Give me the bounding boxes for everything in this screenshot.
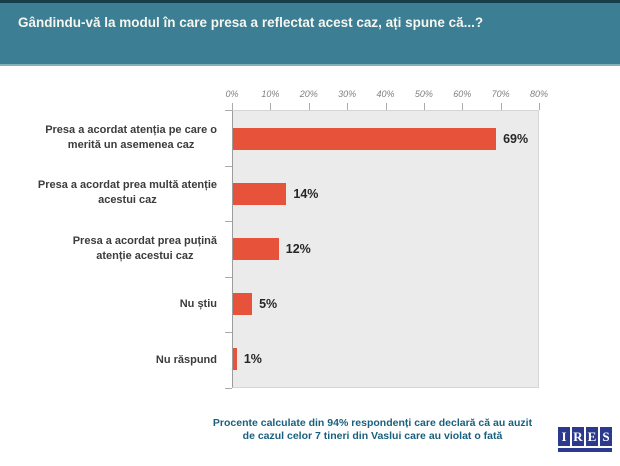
category-label-row: Presa a acordat prea puțină atenție aces… xyxy=(28,221,225,277)
footnote: Procente calculate din 94% respondenți c… xyxy=(212,417,533,442)
bar-value-label: 12% xyxy=(285,241,311,256)
x-tick-label: 60% xyxy=(453,89,472,99)
x-tick-label: 0% xyxy=(225,89,239,99)
y-axis-tick-marks xyxy=(225,110,232,389)
category-label: Presa a acordat prea puțină atenție aces… xyxy=(72,234,217,262)
bar-row: 69% xyxy=(233,111,538,166)
bar-row: 5% xyxy=(233,277,538,332)
ires-logo-letter: I xyxy=(558,427,570,446)
y-tick-mark xyxy=(225,276,232,278)
x-tick-mark xyxy=(500,103,502,110)
category-label: Presa a acordat atenția pe care o merită… xyxy=(45,123,217,151)
category-label: Nu știu xyxy=(179,298,217,311)
y-tick-mark xyxy=(225,165,232,167)
ires-logo-letter: E xyxy=(586,427,598,446)
bar xyxy=(233,237,279,260)
y-tick-mark xyxy=(225,388,232,389)
y-tick-mark xyxy=(225,221,232,223)
x-tick-mark xyxy=(308,103,310,110)
category-label-row: Nu răspund xyxy=(28,332,225,388)
x-tick-label: 10% xyxy=(261,89,280,99)
x-tick-label: 80% xyxy=(529,89,549,99)
bar-row: 12% xyxy=(233,221,538,276)
category-labels: Presa a acordat atenția pe care o merită… xyxy=(28,110,225,388)
x-tick-label: 30% xyxy=(338,89,357,99)
ires-logo-letter: S xyxy=(600,427,612,446)
y-tick-mark xyxy=(225,332,232,334)
bar xyxy=(233,182,287,205)
bar-value-label: 69% xyxy=(503,131,529,146)
page-title: Gândindu-vă la modul în care presa a ref… xyxy=(18,15,484,30)
category-label-row: Nu știu xyxy=(28,277,225,333)
ires-logo-tagline-strip xyxy=(558,448,612,452)
bar-value-label: 14% xyxy=(293,186,319,201)
bar xyxy=(233,127,497,150)
x-tick-mark xyxy=(385,103,387,110)
x-tick-mark xyxy=(347,103,349,110)
bar xyxy=(233,348,237,371)
x-axis-tick-marks xyxy=(232,103,540,110)
y-tick-mark xyxy=(225,110,232,111)
x-tick-mark xyxy=(539,103,540,110)
x-tick-label: 50% xyxy=(414,89,433,99)
bar-value-label: 5% xyxy=(259,297,278,312)
x-tick-mark xyxy=(270,103,272,110)
bar xyxy=(233,293,253,316)
slide-title-bar: Gândindu-vă la modul în care presa a ref… xyxy=(0,0,620,66)
x-axis-labels: 0% 10% 20% 30% 40% 50% 60% 70% 80% xyxy=(225,89,548,101)
bar-row: 14% xyxy=(233,166,538,221)
bar-value-label: 1% xyxy=(243,352,262,367)
x-tick-label: 70% xyxy=(491,89,510,99)
x-tick-label: 20% xyxy=(299,89,318,99)
category-label: Presa a acordat prea multă atenție acest… xyxy=(37,179,217,207)
x-tick-mark xyxy=(423,103,425,110)
plot-area: 69% 14% 12% 5% 1% xyxy=(232,110,539,388)
category-label: Nu răspund xyxy=(155,353,217,366)
ires-logo-letter: R xyxy=(572,427,584,446)
x-tick-mark xyxy=(232,103,233,110)
category-label-row: Presa a acordat atenția pe care o merită… xyxy=(28,110,225,166)
x-tick-mark xyxy=(462,103,464,110)
category-label-row: Presa a acordat prea multă atenție acest… xyxy=(28,166,225,222)
bar-row: 1% xyxy=(233,332,538,387)
x-tick-label: 40% xyxy=(376,89,395,99)
